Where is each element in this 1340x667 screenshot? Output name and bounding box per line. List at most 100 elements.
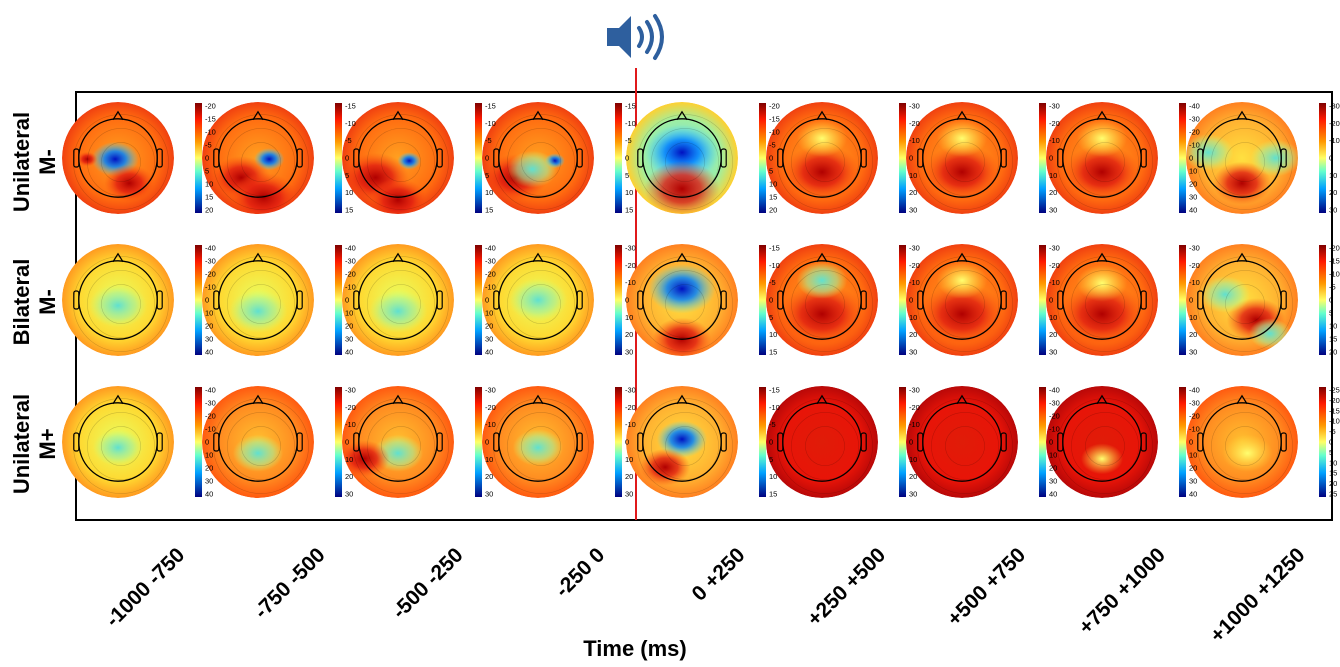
left-ear [637,148,644,168]
colorbar [1179,387,1186,497]
activation-blob [1250,139,1298,177]
colorbar-tick-label: -20 [205,270,216,279]
activation-blob [512,429,564,467]
activation-blob [368,289,428,333]
colorbar-tick-label: 20 [909,472,917,481]
colorbar-tick-label: -20 [909,403,920,412]
colorbar-tick-label: 20 [909,330,917,339]
nose-marker [816,252,828,263]
nose-marker [112,110,124,121]
colorbar-tick-label: -20 [1189,412,1200,421]
colorbar-tick-label: -30 [1189,399,1200,408]
right-ear [1140,290,1147,310]
colorbar-tick-label: -20 [205,102,216,111]
left-ear [213,432,220,452]
activation-blob [780,283,864,345]
colorbar-tick-label: 15 [769,490,777,499]
colorbar-tick-label: 0 [625,438,629,447]
right-ear [720,148,727,168]
nose-marker [252,110,264,121]
activation-blob [656,420,708,458]
colorbar-tick-label: 10 [625,188,633,197]
activation-blob [936,261,988,299]
colorbar [1179,103,1186,213]
colorbar-tick-label: 40 [485,348,493,357]
colorbar-tick-label: 15 [625,206,633,215]
colorbar-tick-label: -30 [1049,102,1060,111]
colorbar-tick-label: 10 [909,171,917,180]
colorbar-tick-label: 40 [345,348,353,357]
colorbar-tick-label: -10 [1049,425,1060,434]
colorbar-tick-label: 30 [625,348,633,357]
colorbar-tick-label: -30 [345,257,356,266]
colorbar-tick-label: -30 [1049,244,1060,253]
nose-marker [252,252,264,263]
colorbar-tick-label: -20 [485,403,496,412]
right-ear [720,432,727,452]
colorbar-tick-label: -10 [1189,425,1200,434]
colorbar-tick-label: -10 [205,425,216,434]
colorbar-tick-label: 10 [909,313,917,322]
colorbar-tick-label: 10 [345,188,353,197]
colorbar-tick-label: 30 [1049,206,1057,215]
colorbar-tick-label: 40 [1189,490,1197,499]
colorbar-tick-label: -30 [485,386,496,395]
colorbar [1319,387,1326,497]
colorbar [475,245,482,355]
colorbar-tick-label: 0 [1049,154,1053,163]
colorbar-tick-label: 30 [625,490,633,499]
right-ear [296,148,303,168]
colorbar [1039,245,1046,355]
colorbar-tick-label: 20 [345,472,353,481]
colorbar-tick-label: -10 [1189,141,1200,150]
colorbar-tick-label: 0 [909,154,913,163]
colorbar-tick-label: 15 [485,206,493,215]
nose-marker [816,394,828,405]
activation-blob [1076,264,1128,302]
left-ear [73,290,80,310]
right-ear [1000,432,1007,452]
left-ear [637,290,644,310]
left-ear [1057,148,1064,168]
colorbar-tick-label: 15 [1329,335,1337,344]
activation-blob [77,151,98,167]
nose-marker [1096,110,1108,121]
activation-blob [1060,283,1144,345]
nose-marker [532,252,544,263]
nose-marker [112,252,124,263]
nose-marker [676,252,688,263]
colorbar-tick-label: -40 [1049,386,1060,395]
colorbar [1039,387,1046,497]
right-ear [720,290,727,310]
colorbar-tick-label: -20 [345,403,356,412]
colorbar-tick-label: -30 [205,257,216,266]
colorbar-tick-label: -30 [625,386,636,395]
colorbar-tick-label: 0 [1189,438,1193,447]
colorbar-tick-label: 0 [625,296,629,305]
activation-blob [508,278,568,322]
colorbar-tick-label: 20 [769,206,777,215]
colorbar-tick-label: -30 [485,257,496,266]
colorbar-tick-label: -25 [1329,386,1340,395]
colorbar-tick-label: -10 [909,420,920,429]
colorbar-tick-label: 10 [769,330,777,339]
colorbar [615,245,622,355]
colorbar [195,245,202,355]
activation-blob [88,284,148,328]
colorbar-tick-label: -20 [625,261,636,270]
right-ear [576,290,583,310]
nose-marker [532,110,544,121]
right-ear [860,148,867,168]
left-ear [777,290,784,310]
nose-marker [956,252,968,263]
colorbar-tick-label: -20 [769,102,780,111]
colorbar-tick-label: 10 [625,313,633,322]
colorbar [759,103,766,213]
colorbar-tick-label: -10 [345,283,356,292]
colorbar-tick-label: -10 [1049,136,1060,145]
colorbar-tick-label: 0 [485,296,489,305]
colorbar-tick-label: 10 [1189,451,1197,460]
colorbar-tick-label: 30 [909,348,917,357]
activation-blob [1200,275,1251,313]
activation-blob [104,164,155,202]
